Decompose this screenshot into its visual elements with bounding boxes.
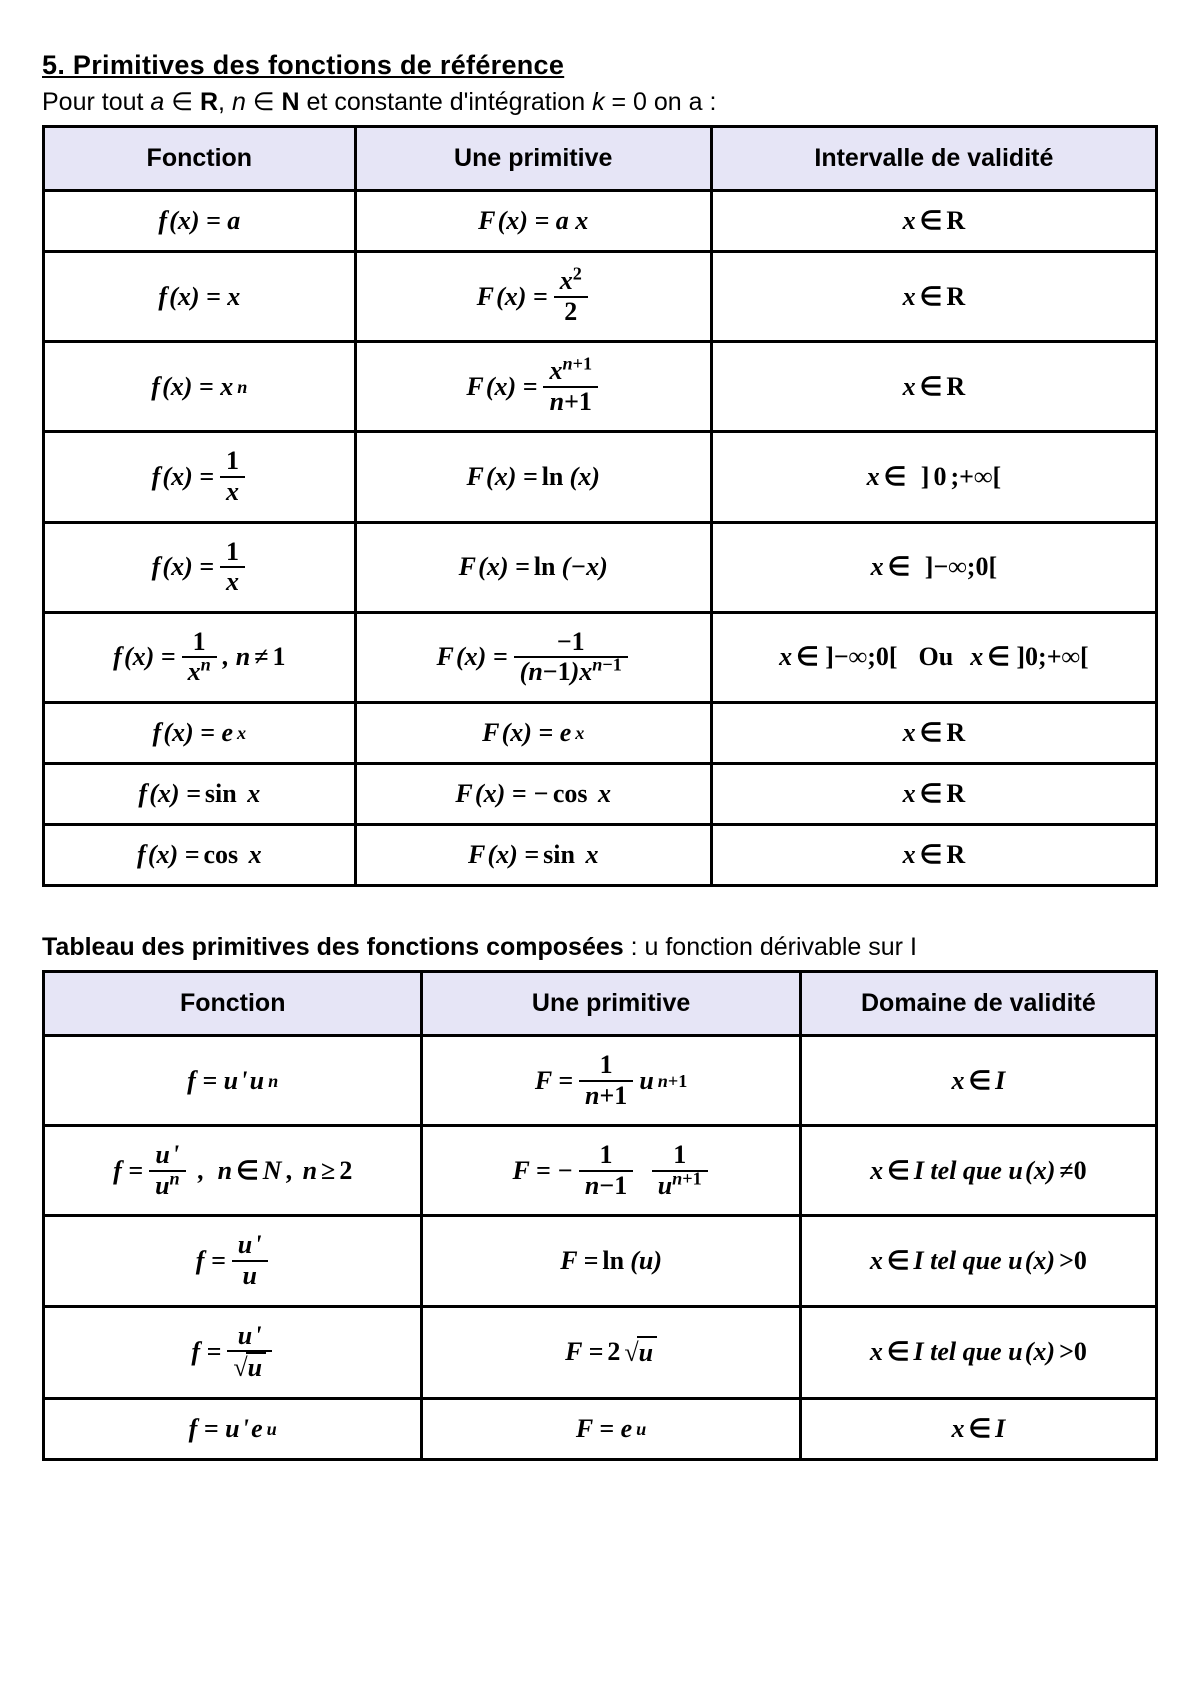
cell-dom: x ∈ ]−∞;0[ [711, 522, 1156, 612]
table-row: f = u '√u F = 2√u x ∈ I tel que u (x)>0 [44, 1306, 1157, 1398]
cell-dom: x ∈ I [800, 1035, 1156, 1125]
cell-f: f = u 'u [44, 1216, 422, 1306]
intro-suffix: et constante d'intégration [300, 88, 592, 116]
cell-F: F (x) = a x [355, 191, 711, 252]
cell-dom: x ∈ I [800, 1398, 1156, 1459]
table1-header-row: Fonction Une primitive Intervalle de val… [44, 127, 1157, 191]
table-row: f (x) = sin x F (x) = −cos x x ∈ R [44, 763, 1157, 824]
th-fonction-2: Fonction [44, 971, 422, 1035]
subtitle-rest-prefix: : u fonction dérivable sur [624, 933, 910, 961]
subtitle: Tableau des primitives des fonctions com… [42, 933, 1158, 962]
cell-F: F = 1n+1 un+1 [422, 1035, 800, 1125]
cell-F: F (x) = ln (x) [355, 432, 711, 522]
table-row: f (x) = 1x F (x) = ln (x) x ∈ ]0;+∞[ [44, 432, 1157, 522]
table-row: f (x) = a F (x) = a x x ∈ R [44, 191, 1157, 252]
set-R-1: R [200, 88, 218, 116]
cell-f: f (x) = 1xn , n≠1 [44, 612, 356, 702]
table-row: f (x) = x F (x) = x22 x ∈ R [44, 252, 1157, 342]
subtitle-I: I [910, 933, 917, 961]
subtitle-bold: Tableau des primitives des fonctions com… [42, 933, 624, 961]
cell-f: f (x) = sin x [44, 763, 356, 824]
cell-f: f = u 'un , n ∈ N, n≥2 [44, 1126, 422, 1216]
cell-dom: x ∈ I tel que u (x)>0 [800, 1306, 1156, 1398]
th-primitive-2: Une primitive [422, 971, 800, 1035]
table-row: f (x) = ex F (x) = ex x ∈ R [44, 702, 1157, 763]
set-N: N [282, 88, 300, 116]
cell-f: f (x) = cos x [44, 824, 356, 885]
intro-prefix: Pour tout [42, 88, 150, 116]
eq0: = 0 on a : [605, 88, 717, 116]
cell-dom: x ∈ I tel que u (x)≠0 [800, 1126, 1156, 1216]
cell-F: F = − 1n−1 1un+1 [422, 1126, 800, 1216]
cell-F: F = 2√u [422, 1306, 800, 1398]
th-intervalle: Intervalle de validité [711, 127, 1156, 191]
cell-dom: x ∈ R [711, 252, 1156, 342]
cell-f: f (x) = 1x [44, 522, 356, 612]
var-a: a [150, 88, 164, 116]
table-primitives-composees: Fonction Une primitive Domaine de validi… [42, 970, 1158, 1461]
cell-dom: x ∈ R [711, 824, 1156, 885]
th-domaine: Domaine de validité [800, 971, 1156, 1035]
cell-f: f = u ' eu [44, 1398, 422, 1459]
cell-dom: x ∈ R [711, 702, 1156, 763]
cell-f: f (x) = 1x [44, 432, 356, 522]
cell-F: F = eu [422, 1398, 800, 1459]
cell-F: F (x) = xn+1n+1 [355, 342, 711, 432]
in-1: ∈ [164, 88, 200, 116]
cell-F: F = ln (u) [422, 1216, 800, 1306]
cell-F: F (x) = x22 [355, 252, 711, 342]
table-row: f = u 'un , n ∈ N, n≥2 F = − 1n−1 1un+1 … [44, 1126, 1157, 1216]
cell-dom: x ∈ ]−∞;0[ Ou x ∈ ]0;+∞[ [711, 612, 1156, 702]
cell-f: f (x) = ex [44, 702, 356, 763]
th-fonction: Fonction [44, 127, 356, 191]
cell-F: F (x) = −cos x [355, 763, 711, 824]
cell-F: F (x) = sin x [355, 824, 711, 885]
th-primitive: Une primitive [355, 127, 711, 191]
table-row: f = u ' eu F = eu x ∈ I [44, 1398, 1157, 1459]
cell-dom: x ∈ ]0;+∞[ [711, 432, 1156, 522]
table-row: f (x) = xn F (x) = xn+1n+1 x ∈ R [44, 342, 1157, 432]
in-2: ∈ [246, 88, 282, 116]
var-n: n [232, 88, 246, 116]
cell-f: f = u '√u [44, 1306, 422, 1398]
table-row: f = u ' un F = 1n+1 un+1 x ∈ I [44, 1035, 1157, 1125]
cell-f: f (x) = a [44, 191, 356, 252]
table-row: f = u 'u F = ln (u) x ∈ I tel que u (x)>… [44, 1216, 1157, 1306]
cell-F: F (x) = ex [355, 702, 711, 763]
table-row: f (x) = 1xn , n≠1 F (x) = −1 (n−1)xn−1 x… [44, 612, 1157, 702]
cell-f: f = u ' un [44, 1035, 422, 1125]
cell-F: F (x) = ln (−x) [355, 522, 711, 612]
cell-f: f (x) = x [44, 252, 356, 342]
cell-f: f (x) = xn [44, 342, 356, 432]
sep: , [218, 88, 232, 116]
table-primitives-reference: Fonction Une primitive Intervalle de val… [42, 125, 1158, 887]
table-row: f (x) = cos x F (x) = sin x x ∈ R [44, 824, 1157, 885]
var-k: k [592, 88, 605, 116]
cell-F: F (x) = −1 (n−1)xn−1 [355, 612, 711, 702]
cell-dom: x ∈ R [711, 763, 1156, 824]
section-title: 5. Primitives des fonctions de référence [42, 50, 1158, 81]
intro-text: Pour tout a ∈ R, n ∈ N et constante d'in… [42, 87, 1158, 117]
table-row: f (x) = 1x F (x) = ln (−x) x ∈ ]−∞;0[ [44, 522, 1157, 612]
cell-dom: x ∈ R [711, 342, 1156, 432]
cell-dom: x ∈ I tel que u (x)>0 [800, 1216, 1156, 1306]
table2-header-row: Fonction Une primitive Domaine de validi… [44, 971, 1157, 1035]
cell-dom: x ∈ R [711, 191, 1156, 252]
